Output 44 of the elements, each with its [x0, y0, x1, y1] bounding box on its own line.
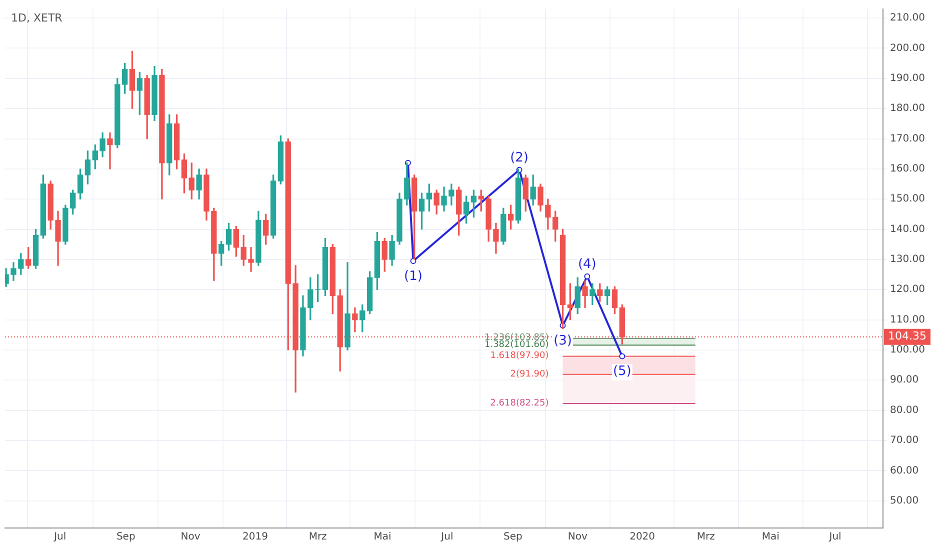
annotation: (3)	[554, 333, 572, 348]
ref-line-label: 2.618(82.25)	[490, 398, 549, 408]
x-tick-label: Jul	[440, 532, 454, 543]
y-tick-label: 190.00	[890, 72, 926, 84]
x-tick-label: Sep	[116, 532, 136, 543]
y-tick-label: 210.00	[890, 12, 926, 24]
y-tick-label: 160.00	[890, 164, 926, 175]
ref-line-label: 1.382(101.60)	[484, 340, 549, 350]
y-tick-label: 80.00	[890, 404, 919, 416]
y-tick-label: 180.00	[890, 103, 926, 114]
y-tick-label: 200.00	[890, 42, 926, 54]
point	[584, 273, 590, 280]
x-tick-label: 2019	[242, 532, 268, 543]
y-tick-label: 130.00	[890, 254, 926, 266]
point	[619, 353, 626, 360]
annotation: (5)	[612, 364, 632, 380]
x-tick-label: Sep	[504, 532, 522, 543]
y-tick-label: 140.00	[890, 224, 926, 235]
x-tick-label: Nov	[568, 532, 588, 543]
annotation: (4)	[578, 257, 596, 272]
y-tick-label: 120.00	[890, 284, 926, 296]
candlestick	[107, 132, 113, 170]
y-tick-label: 70.00	[890, 435, 919, 446]
x-tick-label: Mrz	[308, 532, 327, 543]
x-tick-label: Mai	[374, 532, 392, 543]
x-tick-label: 2020	[630, 532, 656, 543]
x-tick-label: Jul	[828, 532, 842, 543]
ref-line-label: 1.618(97.90)	[490, 351, 549, 362]
x-tick-label: Nov	[180, 532, 200, 543]
annotation: (2)	[510, 150, 529, 166]
y-tick-label: 60.00	[890, 465, 919, 476]
ref-line-label: 2(91.90)	[510, 369, 549, 380]
x-tick-label: Mai	[762, 532, 780, 543]
x-tick-label: Jul	[53, 532, 66, 543]
y-tick-label: 100.00	[890, 344, 926, 356]
y-tick-label: 110.00	[890, 314, 926, 326]
y-tick-label: 150.00	[890, 194, 926, 205]
ref-line-label: 104.35	[888, 330, 927, 343]
annotation: (1)	[404, 268, 422, 284]
y-tick-label: 50.00	[890, 495, 919, 506]
y-tick-label: 170.00	[890, 133, 926, 144]
y-tick-label: 90.00	[890, 374, 919, 386]
chart-title: 1D, XETR	[11, 11, 63, 24]
x-tick-label: Mrz	[696, 532, 715, 543]
